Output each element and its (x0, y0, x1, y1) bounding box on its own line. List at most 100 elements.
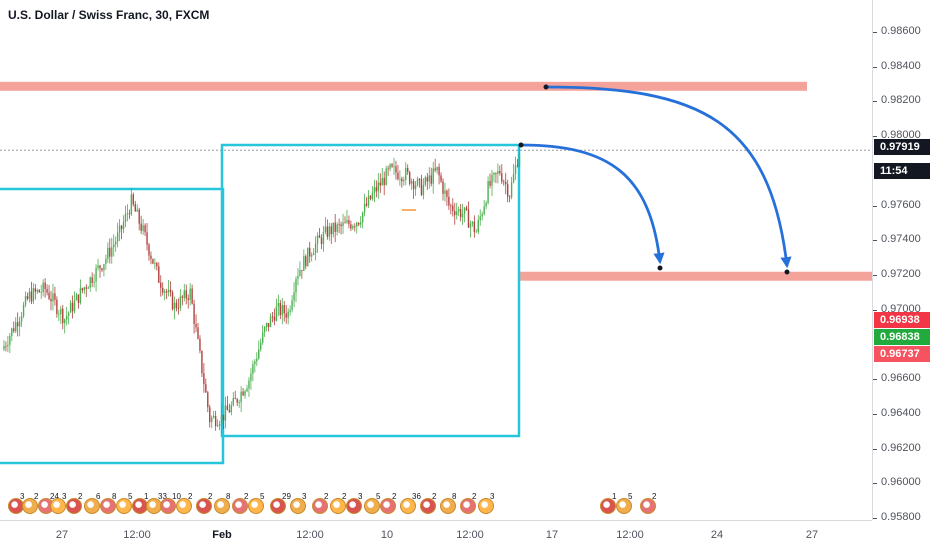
candle-body (156, 262, 158, 267)
candle-body (389, 164, 391, 169)
candle-body (69, 302, 72, 313)
economic-event-count: 3 (490, 492, 495, 501)
candle-body (359, 222, 362, 225)
candle-body (71, 302, 74, 312)
candle-body (267, 323, 270, 327)
candle-body (412, 181, 415, 190)
economic-event-icon[interactable] (364, 498, 380, 514)
economic-event-icon[interactable] (330, 498, 346, 514)
economic-event-icon[interactable] (440, 498, 456, 514)
candle-body (211, 417, 213, 423)
candle-body (367, 195, 370, 206)
economic-event-icon[interactable] (312, 498, 328, 514)
economic-event-icon[interactable] (196, 498, 212, 514)
time-axis-label: 27 (805, 529, 819, 541)
candle-body (436, 166, 438, 171)
candle-body (401, 178, 403, 182)
economic-event-icon[interactable] (248, 498, 264, 514)
time-axis-label: 10 (380, 529, 394, 541)
candle-body (116, 232, 119, 242)
candle-body (342, 222, 344, 227)
candle-body (503, 181, 505, 183)
economic-event-icon[interactable] (232, 498, 248, 514)
candle-body (387, 168, 389, 170)
candle-body (193, 303, 195, 324)
candle-body (352, 226, 354, 229)
candle-body (303, 256, 305, 271)
economic-event-icon[interactable] (176, 498, 192, 514)
economic-event-count: 2 (34, 492, 39, 501)
candle-body (512, 173, 515, 183)
price-tick-label: 0.98200 (881, 94, 921, 107)
candle-body (54, 293, 56, 300)
candle-body (469, 223, 472, 228)
candle-body (126, 213, 129, 215)
candle-body (242, 391, 244, 396)
candle-body (332, 222, 334, 235)
candle-body (258, 349, 260, 359)
candle-body (420, 179, 423, 195)
economic-event-icon[interactable] (346, 498, 362, 514)
economic-event-icon[interactable] (160, 498, 176, 514)
candle-body (448, 196, 450, 206)
candle-body (148, 244, 150, 256)
chart-canvas[interactable] (0, 0, 872, 520)
economic-event-icon[interactable] (616, 498, 632, 514)
economic-event-icon[interactable] (640, 498, 656, 514)
candle-body (230, 405, 233, 413)
candle-body (228, 410, 231, 413)
candle-body (250, 373, 252, 381)
time-axis[interactable]: 27 12:00 Feb 12:00 10 12:00 17 12:00 24 27 (0, 520, 872, 551)
economic-event-icon[interactable] (460, 498, 476, 514)
economic-event-icon[interactable] (66, 498, 82, 514)
economic-event-count: 5 (628, 492, 633, 501)
price-tick-mark (873, 518, 877, 519)
price-tick-label: 0.97600 (881, 198, 921, 211)
economic-event-icon[interactable] (214, 498, 230, 514)
candle-body (309, 247, 311, 257)
candle-body (493, 173, 495, 175)
candle-body (326, 226, 329, 237)
price-tick-label: 0.98400 (881, 59, 921, 72)
time-axis-label: 12:00 (296, 529, 324, 541)
candle-body (454, 210, 456, 216)
candle-body (132, 194, 135, 205)
candle-body (399, 178, 401, 180)
economic-event-icon[interactable] (116, 498, 132, 514)
economic-event-icon[interactable] (478, 498, 494, 514)
chart-area[interactable]: U.S. Dollar / Swiss Franc, 30, FXCM 3 2 24… (0, 0, 872, 520)
price-axis[interactable]: 0.98600 0.98400 0.98200 0.98000 0.97600 0.974… (872, 0, 932, 523)
candle-body (236, 399, 238, 403)
candle-body (371, 193, 374, 199)
economic-event-icon[interactable] (290, 498, 306, 514)
candle-body (505, 182, 507, 185)
economic-event-icon[interactable] (270, 498, 286, 514)
economic-event-icon[interactable] (100, 498, 116, 514)
candle-body (316, 235, 319, 244)
arrow-end-dot-far (784, 269, 790, 275)
candle-body (432, 168, 434, 184)
economic-event-icon[interactable] (380, 498, 396, 514)
candle-body (238, 402, 240, 404)
candle-body (201, 350, 203, 374)
economic-event-icon[interactable] (420, 498, 436, 514)
economic-event-icon[interactable] (22, 498, 38, 514)
candle-body (275, 306, 278, 321)
candle-body (381, 178, 383, 186)
candle-body (205, 384, 207, 393)
candle-body (254, 361, 256, 365)
candle-body (416, 178, 419, 186)
economic-event-icon[interactable] (400, 498, 416, 514)
economic-event-icon[interactable] (50, 498, 66, 514)
economic-event-count: 2 (78, 492, 83, 501)
economic-event-count: 2 (652, 492, 657, 501)
candle-body (183, 290, 185, 298)
economic-event-icon[interactable] (84, 498, 100, 514)
candle-body (428, 175, 430, 182)
economic-event-count: 10 (172, 492, 181, 501)
candle-body (483, 206, 485, 215)
candle-body (58, 313, 60, 315)
candle-body (197, 327, 199, 339)
economic-event-icon[interactable] (600, 498, 616, 514)
candle-body (289, 310, 291, 312)
